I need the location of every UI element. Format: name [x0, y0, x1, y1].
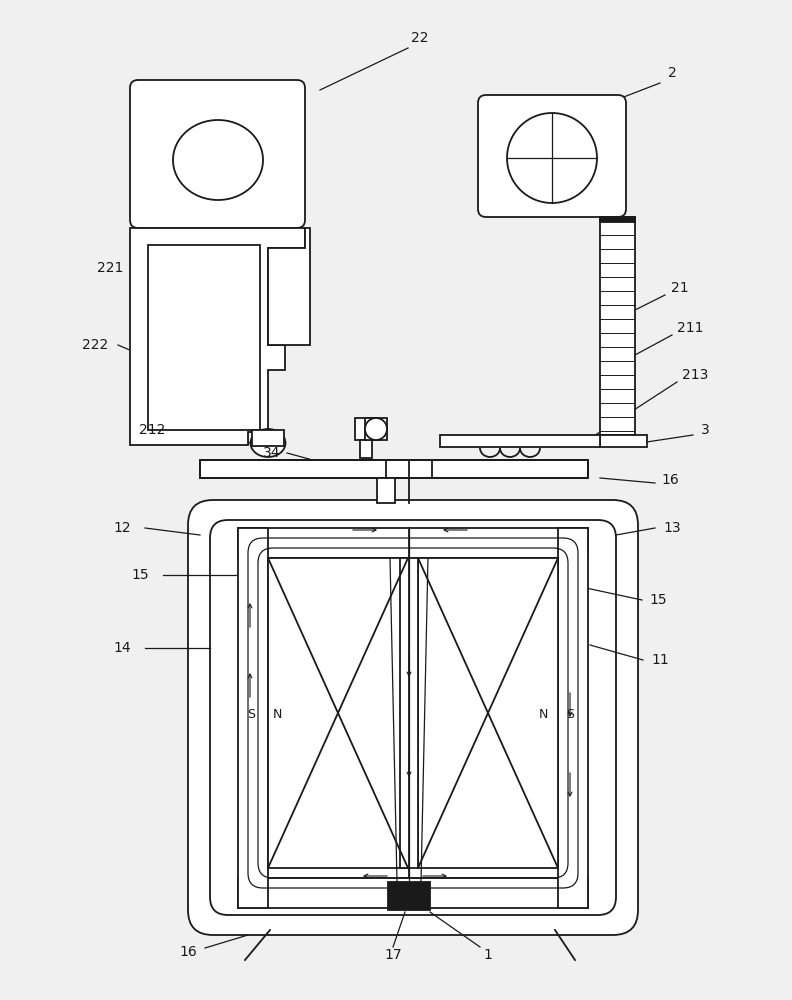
Text: 1: 1 [484, 948, 493, 962]
Bar [268, 558, 408, 868]
Text: 12: 12 [113, 521, 131, 535]
Text: 16: 16 [179, 945, 197, 959]
Text: 34: 34 [263, 446, 280, 460]
Text: 14: 14 [113, 641, 131, 655]
Text: 15: 15 [131, 568, 149, 582]
FancyBboxPatch shape [188, 500, 638, 935]
Bar [388, 882, 430, 910]
Bar [418, 558, 558, 868]
Bar [600, 217, 635, 222]
Bar [252, 430, 284, 446]
Bar [558, 528, 588, 908]
Bar [600, 435, 647, 447]
Text: 3: 3 [701, 423, 710, 437]
Bar [440, 435, 600, 447]
Text: 212: 212 [139, 423, 166, 437]
Bar [600, 217, 635, 435]
FancyBboxPatch shape [478, 95, 626, 217]
Ellipse shape [250, 429, 285, 457]
Text: 221: 221 [97, 261, 124, 275]
Text: 222: 222 [82, 338, 109, 352]
Bar [400, 558, 418, 868]
Ellipse shape [365, 418, 387, 440]
Text: S: S [566, 708, 574, 722]
Polygon shape [130, 228, 305, 445]
Bar [355, 418, 377, 440]
Text: 21: 21 [671, 281, 689, 295]
Bar [238, 878, 588, 908]
Bar [365, 418, 387, 440]
Text: 16: 16 [661, 473, 679, 487]
Text: 15: 15 [649, 593, 667, 607]
FancyBboxPatch shape [210, 520, 616, 915]
Text: 2: 2 [668, 66, 676, 80]
Bar [238, 528, 268, 908]
Text: 22: 22 [411, 31, 428, 45]
Text: N: N [539, 708, 548, 722]
Circle shape [507, 113, 597, 203]
Text: S: S [247, 708, 255, 722]
Text: 211: 211 [676, 321, 703, 335]
Bar [200, 460, 588, 478]
Polygon shape [268, 228, 310, 345]
FancyBboxPatch shape [130, 80, 305, 228]
Bar [377, 478, 395, 503]
Bar [200, 460, 588, 478]
Text: 11: 11 [651, 653, 669, 667]
Bar [148, 245, 260, 430]
Bar [360, 440, 372, 458]
Ellipse shape [173, 120, 263, 200]
Text: 13: 13 [663, 521, 681, 535]
Text: 17: 17 [384, 948, 402, 962]
Text: N: N [272, 708, 282, 722]
Text: 213: 213 [682, 368, 708, 382]
Bar [238, 528, 588, 558]
